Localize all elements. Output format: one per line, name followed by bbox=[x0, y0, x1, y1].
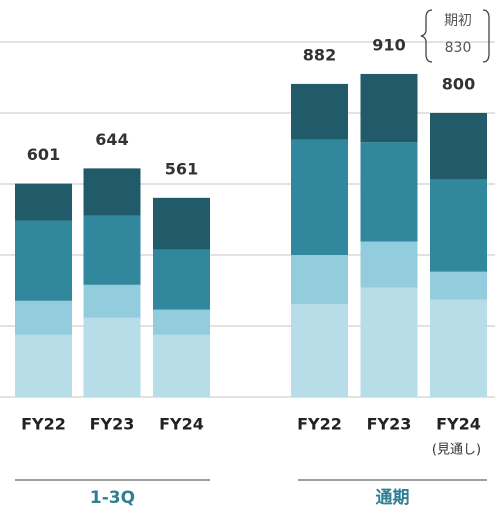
group-label: 1-3Q bbox=[90, 488, 135, 508]
bar-segment bbox=[153, 197, 210, 250]
x-tick-label: FY23 bbox=[90, 415, 135, 434]
total-label: 800 bbox=[442, 75, 475, 94]
bar-segment bbox=[83, 168, 141, 216]
total-label: 910 bbox=[372, 35, 405, 54]
bar-segment bbox=[430, 271, 487, 300]
total-label: 882 bbox=[303, 45, 336, 64]
bar-segment bbox=[291, 255, 348, 304]
bar-segment bbox=[430, 113, 487, 180]
category-note: (見通し) bbox=[432, 443, 481, 458]
bar-segment bbox=[360, 241, 418, 288]
group-label: 通期 bbox=[376, 488, 410, 508]
bar-segment bbox=[291, 83, 348, 140]
bar-segment bbox=[15, 300, 72, 335]
bracket bbox=[420, 9, 433, 63]
bar-segment bbox=[291, 303, 348, 397]
x-tick-label: FY23 bbox=[367, 415, 412, 434]
bar-segment bbox=[83, 215, 141, 285]
bar-segment bbox=[83, 284, 141, 318]
bracket bbox=[482, 9, 490, 63]
bar-segment bbox=[360, 73, 418, 143]
bar-segment bbox=[15, 220, 72, 301]
bar-segment bbox=[83, 317, 141, 397]
bar-segment bbox=[15, 334, 72, 397]
x-tick-label: FY24 bbox=[436, 415, 481, 434]
x-tick-label: FY22 bbox=[21, 415, 66, 434]
bar-segment bbox=[360, 142, 418, 242]
annotation-value: 830 bbox=[445, 40, 472, 56]
bar-segment bbox=[15, 183, 72, 221]
bar-segment bbox=[430, 179, 487, 272]
bar-segment bbox=[153, 334, 210, 397]
x-tick-label: FY22 bbox=[297, 415, 342, 434]
bar-segment bbox=[153, 249, 210, 310]
bar-segment bbox=[430, 299, 487, 397]
bar-segment bbox=[291, 139, 348, 255]
bar-segment bbox=[360, 287, 418, 397]
total-label: 561 bbox=[165, 159, 198, 178]
total-label: 601 bbox=[27, 145, 60, 164]
x-tick-label: FY24 bbox=[159, 415, 204, 434]
total-label: 644 bbox=[95, 130, 128, 149]
bar-segment bbox=[153, 309, 210, 335]
annotation-text: 期初 bbox=[444, 12, 472, 29]
